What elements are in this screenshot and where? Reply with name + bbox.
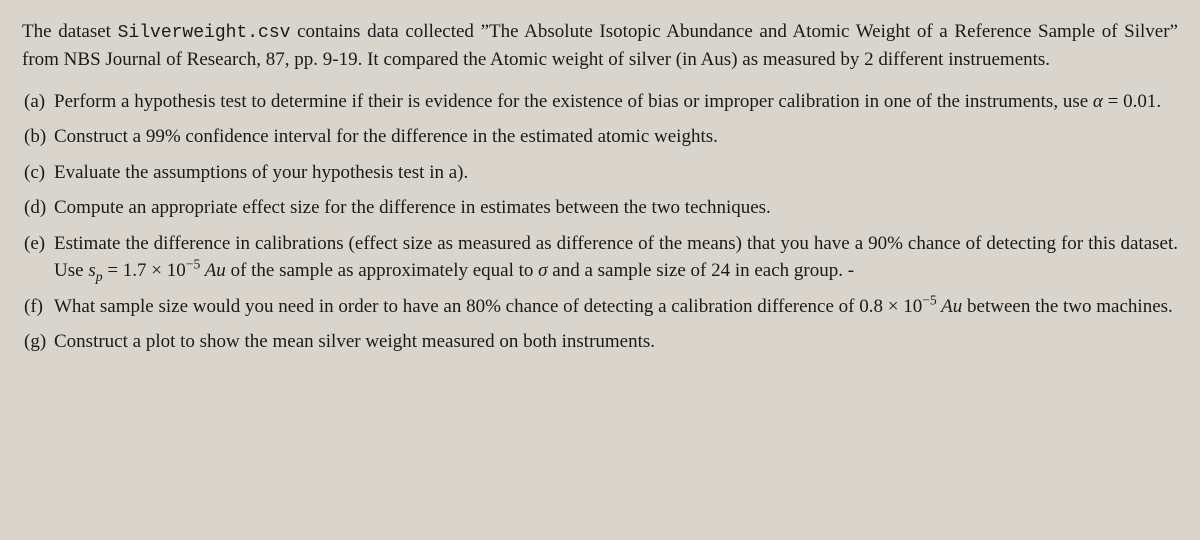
item-b: (b) Construct a 99% confidence interval … bbox=[22, 123, 1178, 151]
item-c: (c) Evaluate the assumptions of your hyp… bbox=[22, 159, 1178, 187]
exp: −5 bbox=[186, 257, 201, 272]
item-a: (a) Perform a hypothesis test to determi… bbox=[22, 88, 1178, 116]
problem-list: (a) Perform a hypothesis test to determi… bbox=[22, 88, 1178, 356]
item-label: (e) bbox=[22, 230, 54, 258]
au: Au bbox=[937, 296, 963, 317]
post: and a sample size of 24 in each group. - bbox=[548, 260, 855, 281]
sigma-symbol: σ bbox=[538, 260, 547, 281]
item-body: Construct a 99% confidence interval for … bbox=[54, 123, 1178, 151]
item-body: Perform a hypothesis test to determine i… bbox=[54, 88, 1178, 116]
mid: of the sample as approximately equal to bbox=[226, 260, 538, 281]
exp: −5 bbox=[922, 293, 937, 308]
item-label: (c) bbox=[22, 159, 54, 187]
item-g: (g) Construct a plot to show the mean si… bbox=[22, 328, 1178, 356]
item-label: (d) bbox=[22, 194, 54, 222]
item-label: (f) bbox=[22, 293, 54, 321]
sp-sub: p bbox=[96, 269, 103, 284]
item-label: (g) bbox=[22, 328, 54, 356]
item-body: Construct a plot to show the mean silver… bbox=[54, 328, 1178, 356]
item-d: (d) Compute an appropriate effect size f… bbox=[22, 194, 1178, 222]
item-body: Compute an appropriate effect size for t… bbox=[54, 194, 1178, 222]
intro-paragraph: The dataset Silverweight.csv contains da… bbox=[22, 18, 1178, 74]
intro-pre: The dataset bbox=[22, 21, 118, 42]
item-label: (a) bbox=[22, 88, 54, 116]
alpha-symbol: α bbox=[1093, 91, 1103, 112]
au: Au bbox=[200, 260, 226, 281]
item-body: What sample size would you need in order… bbox=[54, 293, 1178, 321]
item-e: (e) Estimate the difference in calibrati… bbox=[22, 230, 1178, 285]
alpha-eq: = 0.01. bbox=[1103, 91, 1161, 112]
filename-code: Silverweight.csv bbox=[118, 23, 291, 43]
text: Perform a hypothesis test to determine i… bbox=[54, 91, 1093, 112]
sp-symbol: s bbox=[88, 260, 95, 281]
item-body: Estimate the difference in calibrations … bbox=[54, 230, 1178, 285]
item-f: (f) What sample size would you need in o… bbox=[22, 293, 1178, 321]
post: between the two machines. bbox=[962, 296, 1173, 317]
item-body: Evaluate the assumptions of your hypothe… bbox=[54, 159, 1178, 187]
eq: = 1.7 × 10 bbox=[103, 260, 186, 281]
item-label: (b) bbox=[22, 123, 54, 151]
text: What sample size would you need in order… bbox=[54, 296, 922, 317]
